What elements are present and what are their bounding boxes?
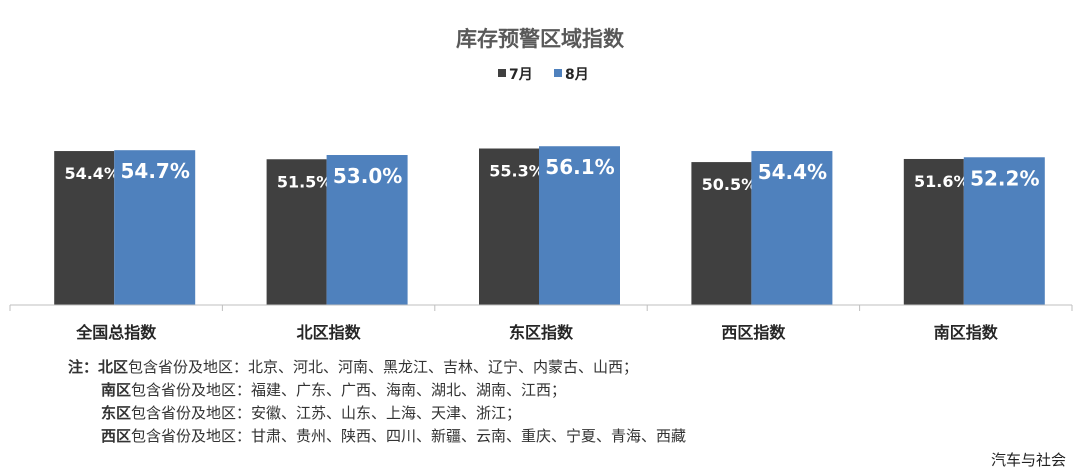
note-line-north: 注：北区包含省份及地区：北京、河北、河南、黑龙江、吉林、辽宁、内蒙古、山西； xyxy=(68,356,686,379)
notes-block: 注：北区包含省份及地区：北京、河北、河南、黑龙江、吉林、辽宁、内蒙古、山西； 南… xyxy=(68,356,686,448)
category-label: 南区指数 xyxy=(934,323,999,342)
note-text: 包含省份及地区：甘肃、贵州、陕西、四川、新疆、云南、重庆、宁夏、青海、西藏 xyxy=(131,427,687,445)
category-label: 全国总指数 xyxy=(75,323,157,342)
note-text: 包含省份及地区：福建、广东、广西、海南、湖北、湖南、江西； xyxy=(131,381,567,399)
legend-label: 8月 xyxy=(565,67,589,83)
bar xyxy=(691,162,752,305)
note-region-label: 南区 xyxy=(101,381,132,399)
data-label: 51.6% xyxy=(914,172,970,191)
category-label: 北区指数 xyxy=(297,323,362,342)
note-region-label: 西区 xyxy=(101,427,132,445)
note-line-east: 东区包含省份及地区：安徽、江苏、山东、上海、天津、浙江； xyxy=(68,402,686,425)
bar xyxy=(751,151,833,305)
x-axis: 全国总指数 北区指数 东区指数 西区指数 南区指数 xyxy=(9,304,1073,342)
bar xyxy=(479,148,539,305)
data-label: 51.5% xyxy=(277,172,333,191)
bar xyxy=(114,150,196,305)
data-label: 55.3% xyxy=(489,162,545,181)
category-label: 东区指数 xyxy=(509,323,574,342)
bar xyxy=(54,151,115,305)
note-prefix: 注： xyxy=(68,358,99,376)
chart-title: 库存预警区域指数 xyxy=(456,27,625,51)
bar xyxy=(963,157,1045,305)
bar xyxy=(266,159,327,305)
data-label: 54.7% xyxy=(121,159,190,183)
legend-label: 7月 xyxy=(509,67,533,83)
category-label: 西区指数 xyxy=(721,323,786,342)
data-label: 53.0% xyxy=(333,164,402,188)
note-line-south: 南区包含省份及地区：福建、广东、广西、海南、湖北、湖南、江西； xyxy=(68,379,686,402)
note-text: 包含省份及地区：北京、河北、河南、黑龙江、吉林、辽宁、内蒙古、山西； xyxy=(128,358,639,376)
bar xyxy=(326,155,408,305)
data-label: 52.2% xyxy=(970,166,1039,190)
data-label: 56.1% xyxy=(545,155,614,179)
note-region-label: 北区 xyxy=(98,358,129,376)
legend-swatch xyxy=(498,69,506,77)
data-label: 50.5% xyxy=(702,175,758,194)
note-text: 包含省份及地区：安徽、江苏、山东、上海、天津、浙江； xyxy=(131,404,522,422)
bars-group: 54.4% 54.7% 51.5% 53.0% 55.3% 56.1%50.5%54.4%… xyxy=(54,146,1045,305)
bar xyxy=(539,146,620,305)
watermark: 汽车与社会 xyxy=(990,451,1066,469)
note-region-label: 东区 xyxy=(101,404,132,422)
data-label: 54.4% xyxy=(64,164,120,183)
bar-chart: 库存预警区域指数 7月 8月 54.4% 54.7% 51.5% 53.0% 55.3% 5… xyxy=(9,27,1073,342)
data-label: 54.4% xyxy=(758,160,827,184)
legend: 7月 8月 xyxy=(498,67,589,83)
bar xyxy=(903,158,964,305)
legend-swatch xyxy=(554,69,562,77)
note-line-west: 西区包含省份及地区：甘肃、贵州、陕西、四川、新疆、云南、重庆、宁夏、青海、西藏 xyxy=(68,425,686,448)
